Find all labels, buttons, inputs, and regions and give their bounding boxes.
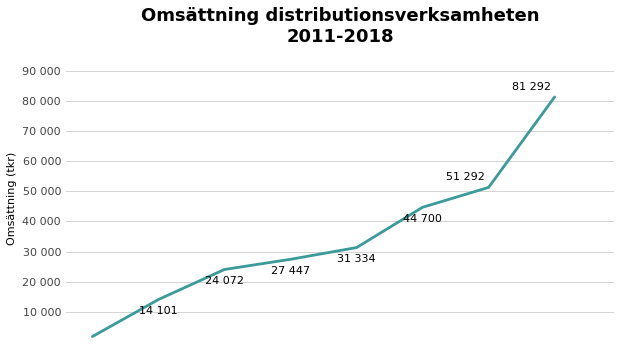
Text: 51 292: 51 292 xyxy=(446,172,485,182)
Text: 1 833: 1 833 xyxy=(0,348,1,349)
Title: Omsättning distributionsverksamheten
2011-2018: Omsättning distributionsverksamheten 201… xyxy=(141,7,539,46)
Text: 31 334: 31 334 xyxy=(337,254,376,264)
Y-axis label: Omsättning (tkr): Omsättning (tkr) xyxy=(7,152,17,245)
Text: 27 447: 27 447 xyxy=(271,266,310,276)
Text: 14 101: 14 101 xyxy=(139,306,178,316)
Text: 44 700: 44 700 xyxy=(403,214,442,224)
Text: 24 072: 24 072 xyxy=(205,276,244,286)
Text: 81 292: 81 292 xyxy=(512,82,551,91)
